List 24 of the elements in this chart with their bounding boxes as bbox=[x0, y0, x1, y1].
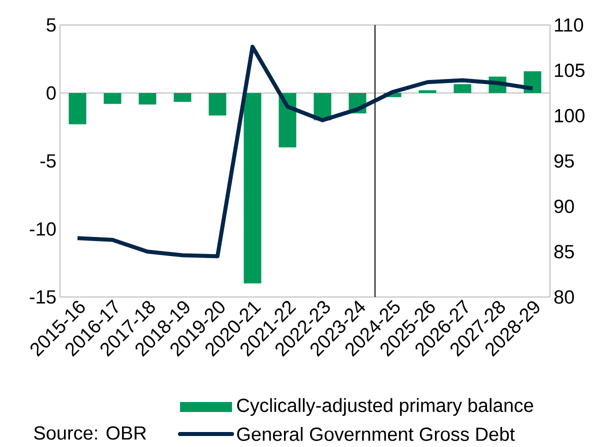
y-tick-label: 5 bbox=[46, 18, 56, 32]
y2-tick-label: 85 bbox=[554, 244, 574, 258]
y2-tick-label: 100 bbox=[554, 108, 584, 122]
legend-label: General Government Gross Debt bbox=[237, 427, 515, 441]
y-tick-label: -10 bbox=[30, 222, 56, 236]
y2-tick-label: 105 bbox=[554, 64, 584, 78]
y-tick-label: -5 bbox=[40, 154, 56, 168]
y2-tick-label: 90 bbox=[554, 200, 574, 214]
bar bbox=[104, 93, 122, 104]
bar bbox=[244, 93, 262, 284]
y2-tick-label: 95 bbox=[554, 154, 574, 168]
bar bbox=[174, 93, 192, 102]
y2-tick-label: 110 bbox=[554, 18, 584, 32]
source-note: Source: OBR bbox=[34, 426, 146, 440]
bar bbox=[208, 93, 226, 116]
line-series bbox=[76, 44, 535, 258]
bar bbox=[454, 84, 472, 93]
bar bbox=[524, 71, 542, 93]
legend-label: Cyclically-adjusted primary balance bbox=[237, 398, 534, 416]
bar bbox=[418, 90, 436, 93]
bar bbox=[138, 93, 156, 105]
bar bbox=[68, 93, 86, 124]
y-tick-label: 0 bbox=[46, 86, 56, 100]
y2-tick-label: 80 bbox=[554, 290, 574, 304]
